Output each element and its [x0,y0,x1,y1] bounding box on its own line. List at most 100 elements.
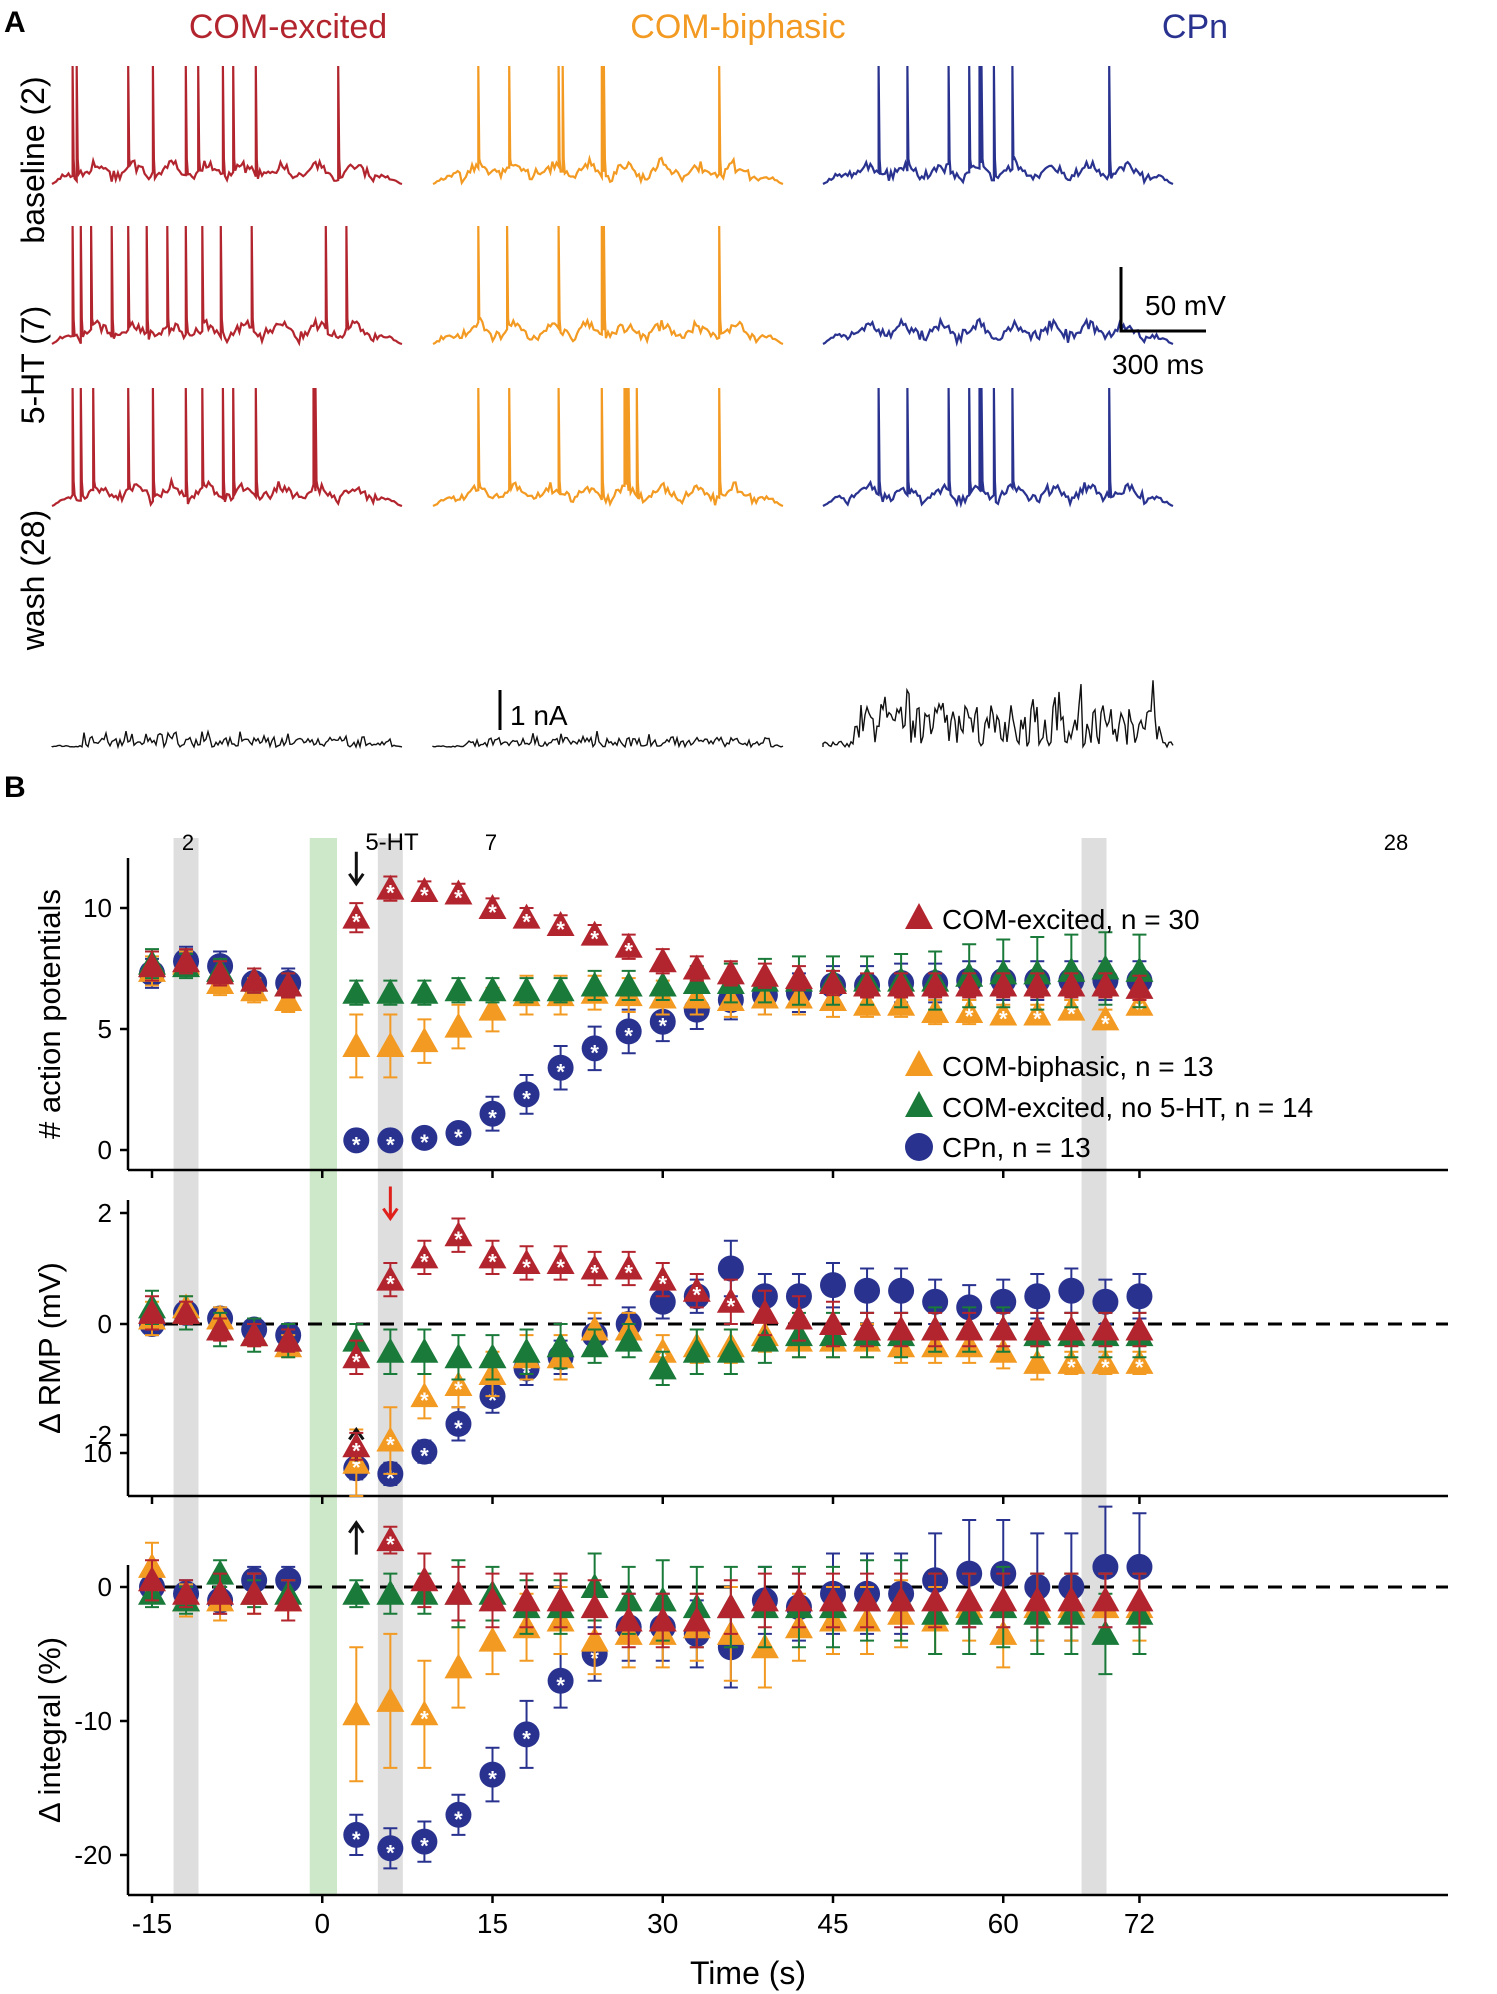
data-point [682,1276,711,1302]
voltage-scale-label: 50 mV [1145,290,1226,321]
significance-marker: * [386,1466,395,1491]
significance-marker: * [352,1455,361,1480]
data-point [410,1566,439,1592]
window-label-28: 28 [1384,830,1408,855]
data-point [580,1315,609,1341]
data-point [206,1315,235,1341]
data-point [410,1700,439,1726]
data-point [444,1579,473,1605]
data-point [1091,1586,1120,1612]
legend-label-com-biphasic: COM-biphasic, n = 13 [942,1051,1214,1082]
window-shade-2 [173,838,199,1895]
current-trace [822,680,1174,749]
significance-marker: * [420,1706,429,1731]
data-point [342,1432,371,1458]
data-point [580,971,609,997]
current-trace [432,730,784,749]
data-point [648,1606,677,1632]
data-point [206,1579,235,1605]
data-point [1057,1586,1086,1612]
data-point [1057,971,1086,997]
significance-marker: * [488,1767,497,1792]
data-point [274,1586,303,1612]
significance-marker: * [522,1726,531,1751]
data-point [376,1426,405,1452]
data-point [138,952,166,978]
data-point [512,1337,541,1363]
data-point [853,1586,882,1612]
data-point [955,1315,984,1341]
data-point [887,971,916,997]
data-point [1091,1005,1120,1031]
data-point [580,920,609,946]
significance-marker: * [386,1532,395,1557]
data-point [1023,971,1052,997]
significance-marker: * [454,885,463,910]
data-point [1091,1315,1120,1341]
significance-marker: * [386,1132,395,1157]
data-point [648,1265,677,1291]
voltage-trace [51,387,403,508]
data-point [411,1438,438,1465]
data-point [1058,1277,1085,1304]
data-point [546,910,575,936]
data-point [580,1593,609,1619]
data-point [376,1031,405,1057]
significance-marker: * [556,1673,565,1698]
data-point [717,1255,744,1282]
data-point [343,1821,370,1848]
significance-marker: * [488,900,497,925]
significance-marker: * [352,1827,361,1852]
y-tick-label: -2 [89,1420,112,1450]
data-point [513,1081,540,1108]
data-point [410,1382,439,1408]
data-point [648,947,677,973]
legend-marker-com-biphasic [905,1050,933,1076]
data-point [1125,973,1154,999]
data-point [1023,1348,1052,1374]
data-point [478,1626,507,1652]
significance-marker: * [420,1444,429,1469]
significance-marker: * [420,1388,429,1413]
data-point [955,998,984,1024]
data-point [820,1272,846,1299]
data-point [614,971,643,997]
data-point [546,976,575,1002]
significance-marker: * [454,1227,463,1252]
data-point [887,1586,916,1612]
data-point [819,969,847,995]
data-point [682,954,711,980]
data-point [819,1310,847,1335]
significance-marker: * [420,1249,429,1274]
x-tick-label: 15 [477,1908,508,1939]
significance-marker: * [386,1272,395,1297]
data-point [478,894,507,919]
voltage-trace [822,316,1174,348]
significance-marker: * [693,1283,702,1308]
data-point [614,1254,643,1280]
data-point [377,1835,404,1862]
data-point [240,1321,269,1347]
data-point [513,1721,540,1748]
column-title-cpn: CPn [1162,8,1228,46]
data-point [750,1326,779,1352]
data-point [955,1586,984,1612]
data-point [750,961,779,987]
data-point [512,1586,541,1612]
voltage-trace [51,225,403,347]
data-point [580,1626,609,1652]
data-point [1091,971,1120,997]
significance-marker: * [454,1377,463,1402]
y-axis-label: Δ RMP (mV) [32,1262,67,1434]
series-com-excited: * * * * * * * * * * * * [138,1217,1154,1375]
x-tick-label: 30 [647,1908,678,1939]
y-axis-label: Δ integral (%) [32,1637,67,1823]
significance-marker: * [590,927,599,952]
data-point [172,1579,201,1605]
data-point [172,1298,201,1324]
data-point [274,1326,303,1352]
data-point [478,1243,507,1269]
data-point [580,1254,609,1280]
